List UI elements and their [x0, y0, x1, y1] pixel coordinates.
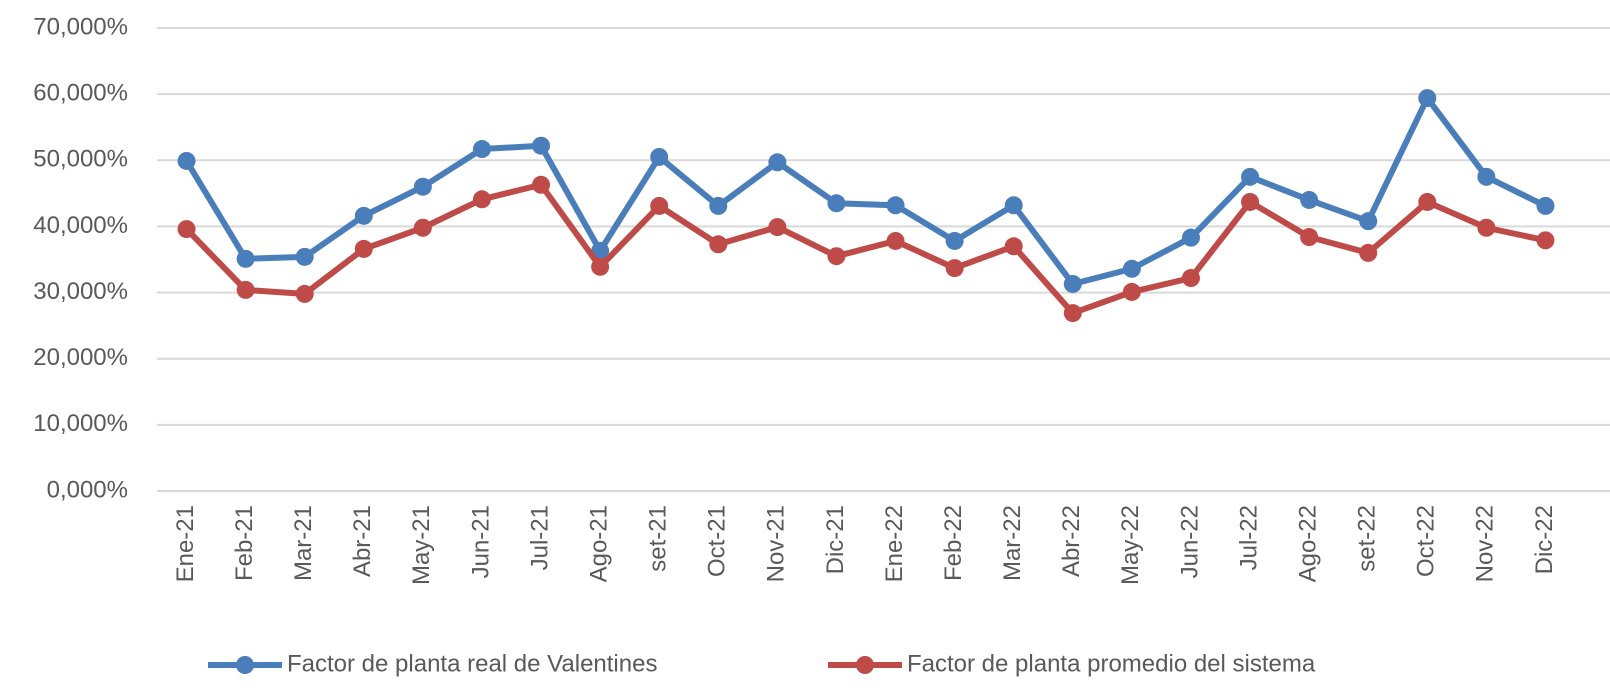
- data-point: [1300, 228, 1319, 247]
- y-tick-label: 0,000%: [47, 476, 128, 503]
- data-point: [1241, 167, 1260, 186]
- data-point: [532, 175, 551, 194]
- x-tick-label: Jul-22: [1235, 505, 1262, 570]
- x-tick-label: Abr-22: [1058, 505, 1085, 577]
- legend-marker: [856, 656, 874, 674]
- data-point: [236, 280, 255, 299]
- data-point: [1477, 218, 1496, 237]
- x-tick-label: Jun-21: [467, 505, 494, 578]
- data-point: [1477, 167, 1496, 186]
- y-tick-label: 60,000%: [33, 79, 128, 106]
- data-point: [768, 218, 787, 237]
- x-tick-label: Oct-22: [1413, 505, 1440, 577]
- data-point: [177, 151, 196, 170]
- data-point: [1536, 196, 1555, 215]
- data-point: [886, 196, 905, 215]
- x-tick-label: Dic-22: [1531, 505, 1558, 574]
- y-tick-label: 40,000%: [33, 212, 128, 239]
- x-tick-label: Dic-21: [822, 505, 849, 574]
- data-point: [591, 257, 610, 276]
- data-point: [177, 220, 196, 239]
- data-point: [1418, 89, 1437, 108]
- x-tick-label: set-21: [645, 505, 672, 572]
- data-point: [1063, 274, 1082, 293]
- data-point: [1300, 190, 1319, 209]
- x-tick-label: Nov-22: [1472, 505, 1499, 582]
- x-tick-label: Ene-21: [172, 505, 199, 582]
- data-point: [650, 196, 669, 215]
- x-tick-label: Abr-21: [349, 505, 376, 577]
- x-tick-label: set-22: [1354, 505, 1381, 572]
- data-point: [886, 231, 905, 250]
- data-point: [413, 177, 432, 196]
- data-point: [1122, 259, 1141, 278]
- data-point: [354, 206, 373, 225]
- legend-label: Factor de planta real de Valentines: [287, 650, 657, 677]
- x-tick-label: Mar-21: [290, 505, 317, 581]
- data-point: [1359, 243, 1378, 262]
- data-point: [1241, 192, 1260, 211]
- data-point: [1418, 192, 1437, 211]
- x-tick-label: May-21: [408, 505, 435, 585]
- data-point: [650, 147, 669, 166]
- x-tick-label: Ene-22: [881, 505, 908, 582]
- data-point: [1359, 212, 1378, 231]
- data-point: [1181, 269, 1200, 288]
- series-line: [183, 95, 1547, 287]
- data-point: [827, 194, 846, 213]
- data-point: [945, 231, 964, 250]
- x-tick-label: Nov-21: [763, 505, 790, 582]
- legend-label: Factor de planta promedio del sistema: [907, 650, 1316, 677]
- x-tick-label: Ago-22: [1294, 505, 1321, 582]
- legend-marker: [236, 656, 254, 674]
- data-point: [1122, 282, 1141, 301]
- x-tick-label: Mar-22: [999, 505, 1026, 581]
- data-point: [472, 140, 491, 159]
- series-line: [184, 181, 1547, 317]
- data-point: [354, 239, 373, 258]
- data-point: [1063, 304, 1082, 323]
- x-tick-label: Ago-21: [585, 505, 612, 582]
- data-point: [532, 136, 551, 155]
- data-point: [1181, 228, 1200, 247]
- data-point: [709, 235, 728, 254]
- data-point: [1536, 231, 1555, 250]
- x-tick-label: Feb-22: [940, 505, 967, 581]
- data-point: [1004, 196, 1023, 215]
- x-tick-label: May-22: [1117, 505, 1144, 585]
- data-point: [413, 218, 432, 237]
- y-tick-label: 70,000%: [33, 13, 128, 40]
- data-point: [827, 247, 846, 266]
- y-tick-label: 10,000%: [33, 410, 128, 437]
- data-point: [295, 247, 314, 266]
- data-point: [236, 249, 255, 268]
- data-point: [768, 153, 787, 172]
- x-tick-label: Oct-21: [704, 505, 731, 577]
- x-tick-label: Jul-21: [526, 505, 553, 570]
- x-tick-label: Feb-21: [231, 505, 258, 581]
- data-point: [1004, 237, 1023, 256]
- data-point: [945, 259, 964, 278]
- data-point: [472, 190, 491, 209]
- x-tick-label: Jun-22: [1176, 505, 1203, 578]
- y-tick-label: 50,000%: [33, 146, 128, 173]
- y-tick-label: 20,000%: [33, 344, 128, 371]
- data-point: [295, 284, 314, 303]
- data-point: [709, 196, 728, 215]
- y-tick-label: 30,000%: [33, 278, 128, 305]
